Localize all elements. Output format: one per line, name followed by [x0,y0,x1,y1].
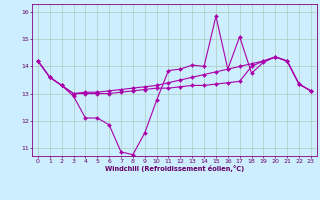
X-axis label: Windchill (Refroidissement éolien,°C): Windchill (Refroidissement éolien,°C) [105,165,244,172]
